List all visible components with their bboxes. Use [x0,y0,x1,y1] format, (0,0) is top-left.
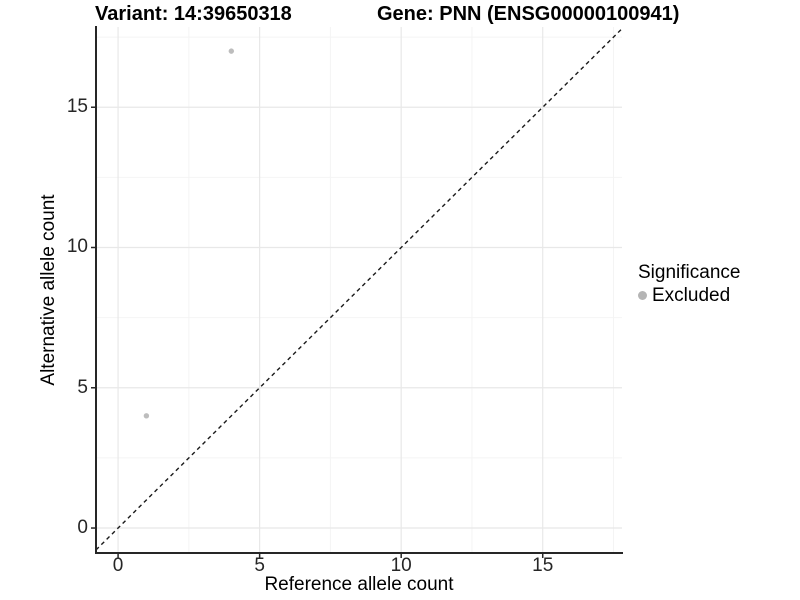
y-axis-title: Alternative allele count [38,194,59,386]
legend-point-icon [638,291,647,300]
y-tick-label: 15 [66,96,88,118]
plot-panel [91,26,623,558]
legend: Significance Excluded [638,261,740,307]
data-point [228,48,235,54]
gene-title: Gene: PNN (ENSG00000100941) [377,3,680,25]
variant-title: Variant: 14:39650318 [95,3,292,25]
legend-title: Significance [638,262,741,283]
legend-item-label: Excluded [652,285,731,306]
x-axis-title: Reference allele count [264,574,454,595]
data-point [143,413,150,419]
y-tick-label: 0 [77,517,88,539]
identity-line [95,28,623,551]
legend-item-excluded: Excluded [638,284,740,307]
